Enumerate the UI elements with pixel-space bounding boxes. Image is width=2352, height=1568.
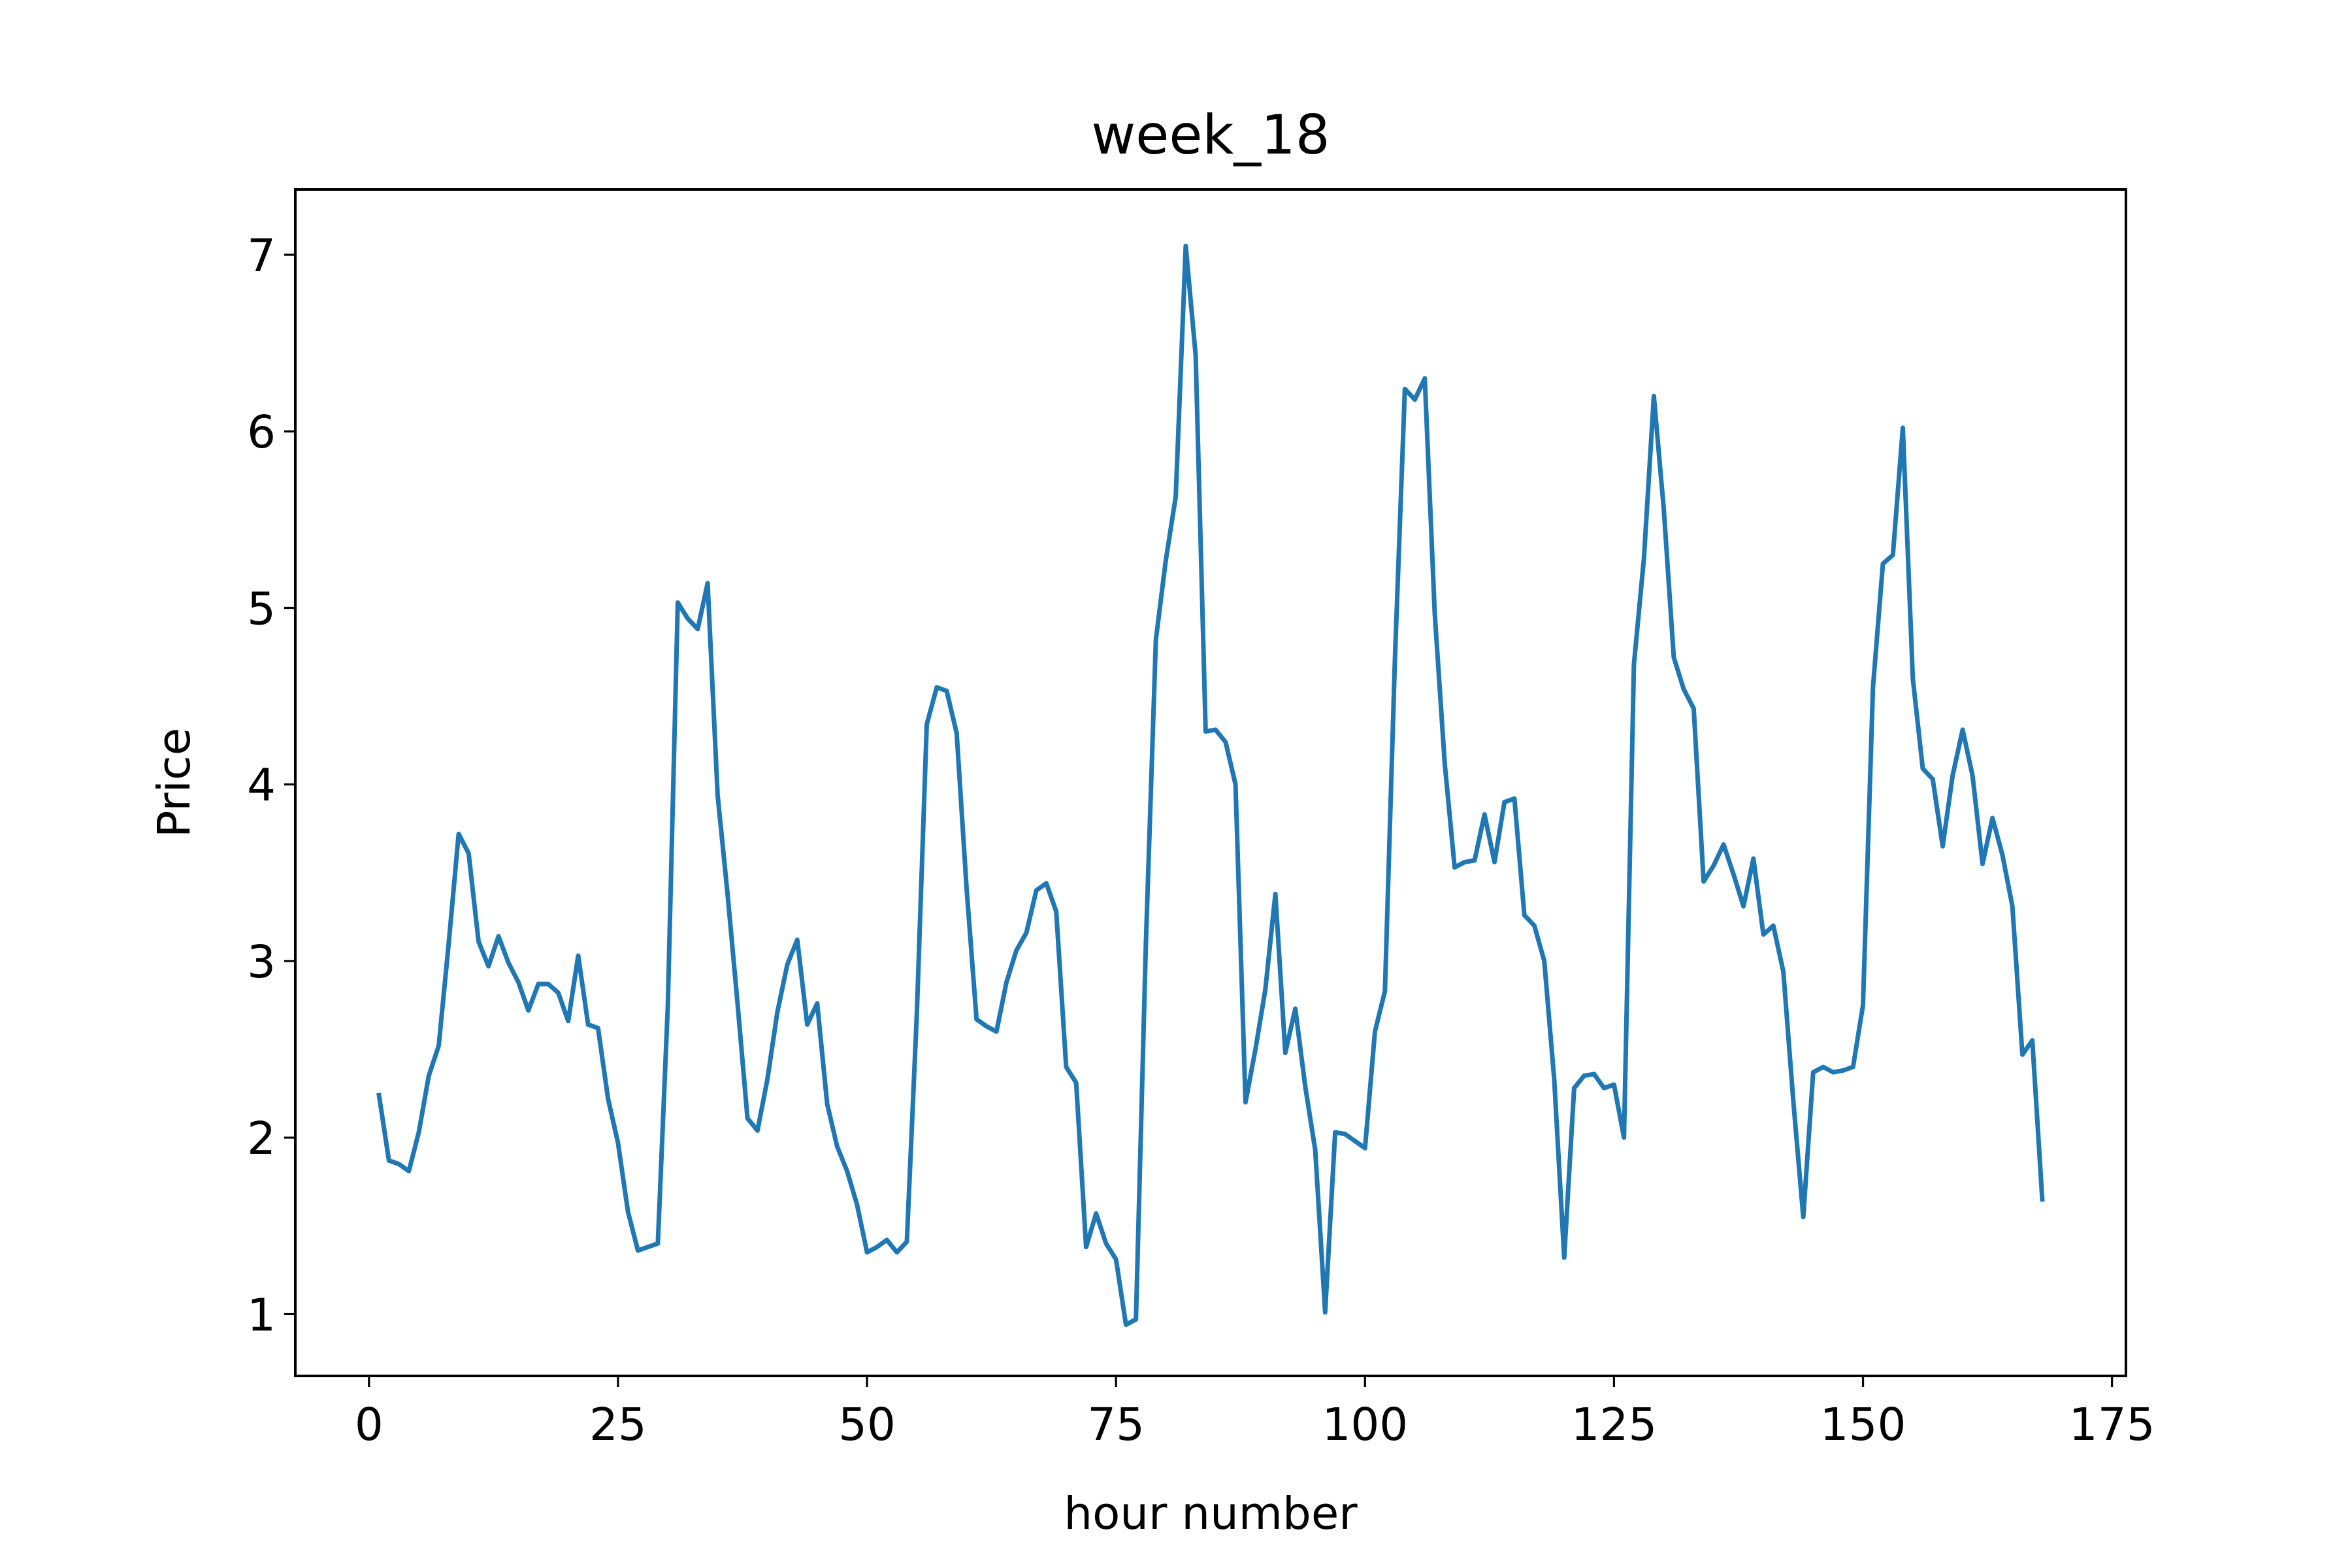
x-axis: 0 25 50 75 100 125 150 175 [355, 1376, 2155, 1451]
x-tick-label: 100 [1322, 1399, 1408, 1451]
chart-title: week_18 [1091, 103, 1330, 167]
x-tick-label: 150 [1820, 1399, 1906, 1451]
x-tick-label: 75 [1087, 1399, 1145, 1451]
x-tick-label: 0 [355, 1399, 384, 1451]
y-tick-label: 6 [247, 406, 276, 459]
y-tick-label: 7 [247, 230, 276, 282]
series-line-0 [376, 244, 2045, 1328]
plot-frame [294, 188, 2127, 1377]
x-axis-title: hour number [1064, 1488, 1358, 1540]
x-tick-label: 175 [2069, 1399, 2155, 1451]
x-tick-label: 25 [589, 1399, 647, 1451]
plot-area [376, 244, 2045, 1328]
y-axis: 1 2 3 4 5 6 7 [247, 230, 295, 1341]
y-tick-label: 1 [247, 1289, 276, 1341]
y-tick-label: 5 [247, 583, 276, 635]
y-tick-label: 4 [247, 760, 276, 812]
y-axis-title: Price [148, 728, 201, 838]
x-tick-label: 50 [838, 1399, 896, 1451]
y-tick-label: 3 [247, 936, 276, 988]
x-tick-label: 125 [1571, 1399, 1658, 1451]
y-tick-label: 2 [247, 1113, 276, 1165]
